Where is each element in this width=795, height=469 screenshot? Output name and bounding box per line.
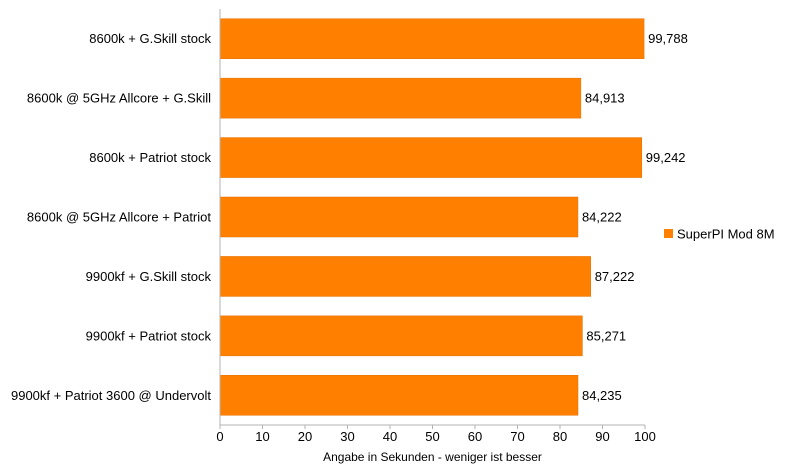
legend-label: SuperPI Mod 8M <box>677 227 775 242</box>
category-label: 9900kf + G.Skill stock <box>86 269 212 284</box>
x-tick-label: 50 <box>425 429 439 444</box>
x-tick-label: 90 <box>595 429 609 444</box>
x-tick-label: 100 <box>634 429 656 444</box>
category-label: 8600k @ 5GHz Allcore + G.Skill <box>27 91 211 106</box>
data-label: 99,788 <box>648 31 688 46</box>
category-label: 8600k @ 5GHz Allcore + Patriot <box>27 210 211 225</box>
bar-5 <box>219 256 591 297</box>
x-tick-label: 70 <box>510 429 524 444</box>
bar-7 <box>219 375 579 416</box>
bar-4 <box>219 196 579 238</box>
x-tick-label: 80 <box>553 429 567 444</box>
category-label: 9900kf + Patriot stock <box>86 328 212 343</box>
category-label: 8600k + Patriot stock <box>89 150 211 165</box>
data-label: 84,222 <box>582 210 622 225</box>
x-tick-label: 60 <box>468 429 482 444</box>
x-axis-ticks: 0 10 20 30 40 50 60 70 80 90 100 <box>216 425 656 444</box>
bar-2 <box>219 77 582 119</box>
x-tick-label: 20 <box>298 429 312 444</box>
bar-3 <box>219 137 643 178</box>
x-tick-label: 10 <box>255 429 269 444</box>
bar-1 <box>219 18 645 59</box>
x-axis-title: Angabe in Sekunden - weniger ist besser <box>323 450 542 464</box>
category-labels: 8600k + G.Skill stock 8600k @ 5GHz Allcor… <box>11 31 212 403</box>
x-tick-label: 0 <box>216 429 223 444</box>
data-label: 85,271 <box>586 328 626 343</box>
x-tick-label: 30 <box>340 429 354 444</box>
data-labels: 99,788 84,913 99,242 84,222 87,222 85,271 84,2… <box>582 31 688 403</box>
data-label: 87,222 <box>595 269 635 284</box>
data-label: 99,242 <box>646 150 686 165</box>
data-label: 84,235 <box>582 388 622 403</box>
category-label: 8600k + G.Skill stock <box>89 31 211 46</box>
x-tick-label: 40 <box>383 429 397 444</box>
data-label: 84,913 <box>585 91 625 106</box>
legend: SuperPI Mod 8M <box>664 227 775 242</box>
bar-6 <box>219 315 583 357</box>
legend-swatch <box>664 229 673 238</box>
category-label: 9900kf + Patriot 3600 @ Undervolt <box>11 388 211 403</box>
bars-group <box>219 18 645 416</box>
